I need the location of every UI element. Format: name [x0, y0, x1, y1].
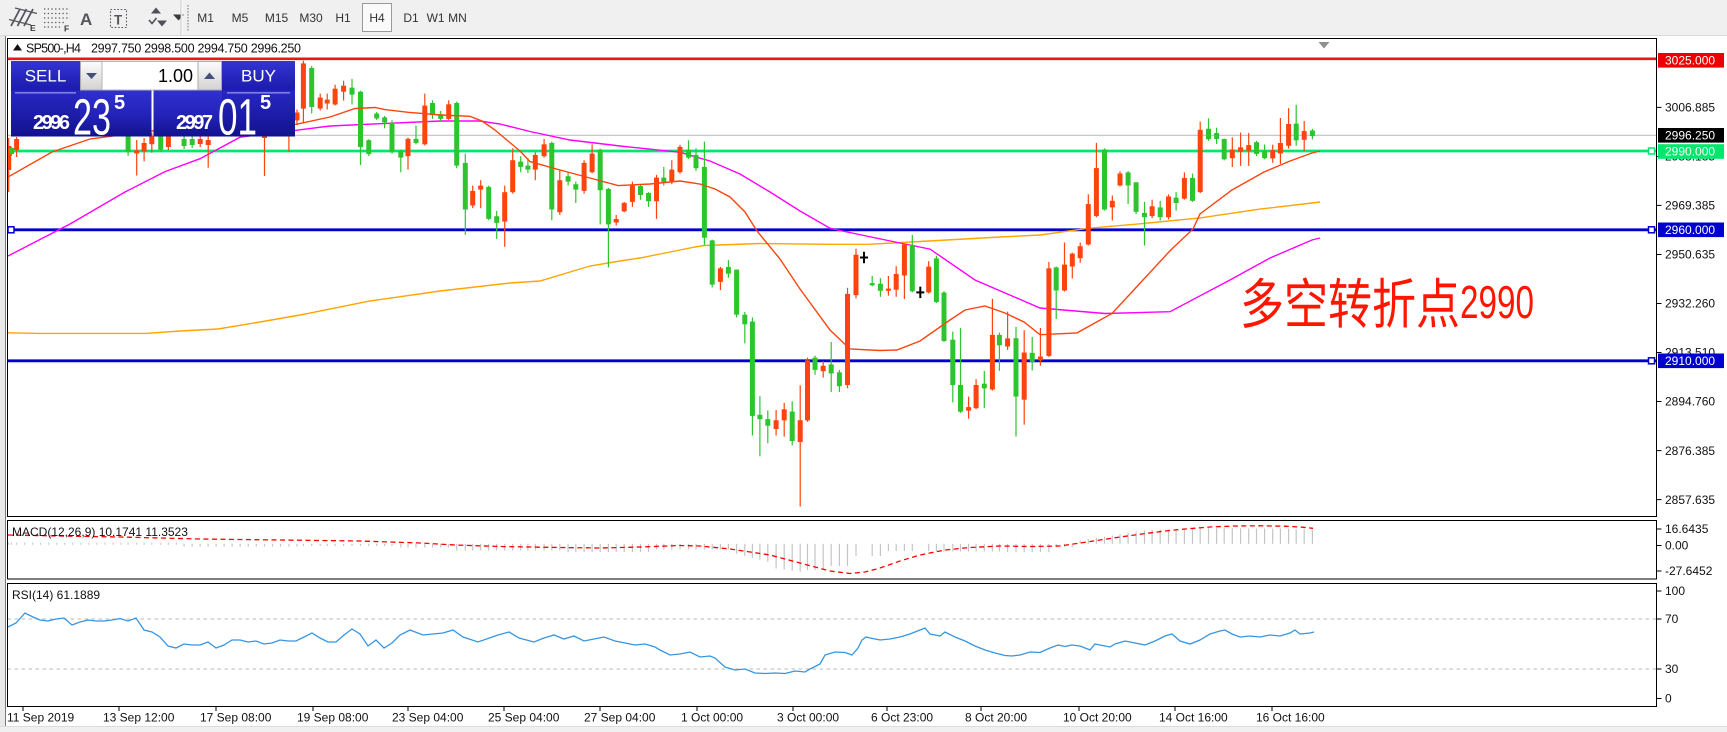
svg-text:H1: H1 [335, 11, 351, 25]
svg-text:2950.635: 2950.635 [1665, 248, 1715, 262]
svg-text:25 Sep 04:00: 25 Sep 04:00 [488, 711, 560, 725]
svg-text:27 Sep 04:00: 27 Sep 04:00 [584, 711, 656, 725]
svg-text:0.00: 0.00 [1665, 539, 1689, 553]
svg-text:SELL: SELL [25, 67, 67, 86]
svg-text:E: E [30, 23, 36, 33]
svg-text:14 Oct 16:00: 14 Oct 16:00 [1159, 711, 1228, 725]
svg-text:5: 5 [114, 92, 125, 114]
svg-text:19 Sep 08:00: 19 Sep 08:00 [297, 711, 369, 725]
svg-text:8 Oct 20:00: 8 Oct 20:00 [965, 711, 1027, 725]
svg-text:2996.250: 2996.250 [1665, 129, 1715, 143]
svg-text:3006.885: 3006.885 [1665, 101, 1715, 115]
svg-text:2960.000: 2960.000 [1665, 223, 1715, 237]
svg-text:3025.000: 3025.000 [1665, 54, 1715, 68]
svg-text:SP500-,H4: SP500-,H4 [26, 42, 81, 56]
svg-text:13 Sep 12:00: 13 Sep 12:00 [103, 711, 175, 725]
svg-text:W1: W1 [427, 11, 445, 25]
svg-text:-27.6452: -27.6452 [1665, 564, 1713, 578]
svg-text:3 Oct 00:00: 3 Oct 00:00 [777, 711, 839, 725]
svg-text:2910.000: 2910.000 [1665, 354, 1715, 368]
svg-text:6 Oct 23:00: 6 Oct 23:00 [871, 711, 933, 725]
svg-text:01: 01 [218, 89, 257, 146]
svg-text:2990.000: 2990.000 [1665, 145, 1715, 159]
svg-text:D1: D1 [403, 11, 419, 25]
svg-text:2969.385: 2969.385 [1665, 199, 1715, 213]
svg-text:MACD(12,26,9) 10.1741 11.3523: MACD(12,26,9) 10.1741 11.3523 [12, 525, 188, 539]
svg-text:M15: M15 [265, 11, 289, 25]
svg-text:RSI(14) 61.1889: RSI(14) 61.1889 [12, 588, 100, 602]
svg-text:11 Sep 2019: 11 Sep 2019 [7, 711, 74, 725]
svg-text:2990: 2990 [1460, 276, 1534, 328]
svg-text:23: 23 [73, 89, 111, 146]
svg-text:2997: 2997 [176, 112, 213, 134]
svg-text:30: 30 [1665, 662, 1679, 676]
svg-text:10 Oct 20:00: 10 Oct 20:00 [1063, 711, 1132, 725]
svg-text:M5: M5 [232, 11, 249, 25]
svg-text:0: 0 [1665, 692, 1672, 706]
svg-text:17 Sep 08:00: 17 Sep 08:00 [200, 711, 272, 725]
svg-text:2996: 2996 [33, 112, 70, 134]
svg-text:M1: M1 [197, 11, 214, 25]
svg-text:A: A [80, 10, 92, 29]
svg-text:2876.385: 2876.385 [1665, 444, 1715, 458]
svg-text:2857.635: 2857.635 [1665, 493, 1715, 507]
svg-text:F: F [64, 24, 69, 34]
svg-text:5: 5 [260, 92, 271, 114]
svg-text:2894.760: 2894.760 [1665, 395, 1715, 409]
svg-text:2997.750 2998.500 2994.750 299: 2997.750 2998.500 2994.750 2996.250 [91, 42, 301, 56]
svg-text:H4: H4 [369, 11, 385, 25]
svg-text:BUY: BUY [241, 67, 276, 86]
svg-text:1 Oct 00:00: 1 Oct 00:00 [681, 711, 743, 725]
svg-text:1.00: 1.00 [158, 66, 193, 86]
svg-text:100: 100 [1665, 584, 1685, 598]
svg-text:2932.260: 2932.260 [1665, 297, 1715, 311]
svg-text:16.6435: 16.6435 [1665, 522, 1709, 536]
svg-text:70: 70 [1665, 612, 1679, 626]
svg-text:T: T [114, 13, 123, 28]
svg-text:23 Sep 04:00: 23 Sep 04:00 [392, 711, 464, 725]
svg-text:M30: M30 [299, 11, 323, 25]
svg-text:MN: MN [448, 11, 467, 25]
svg-text:16 Oct 16:00: 16 Oct 16:00 [1256, 711, 1325, 725]
